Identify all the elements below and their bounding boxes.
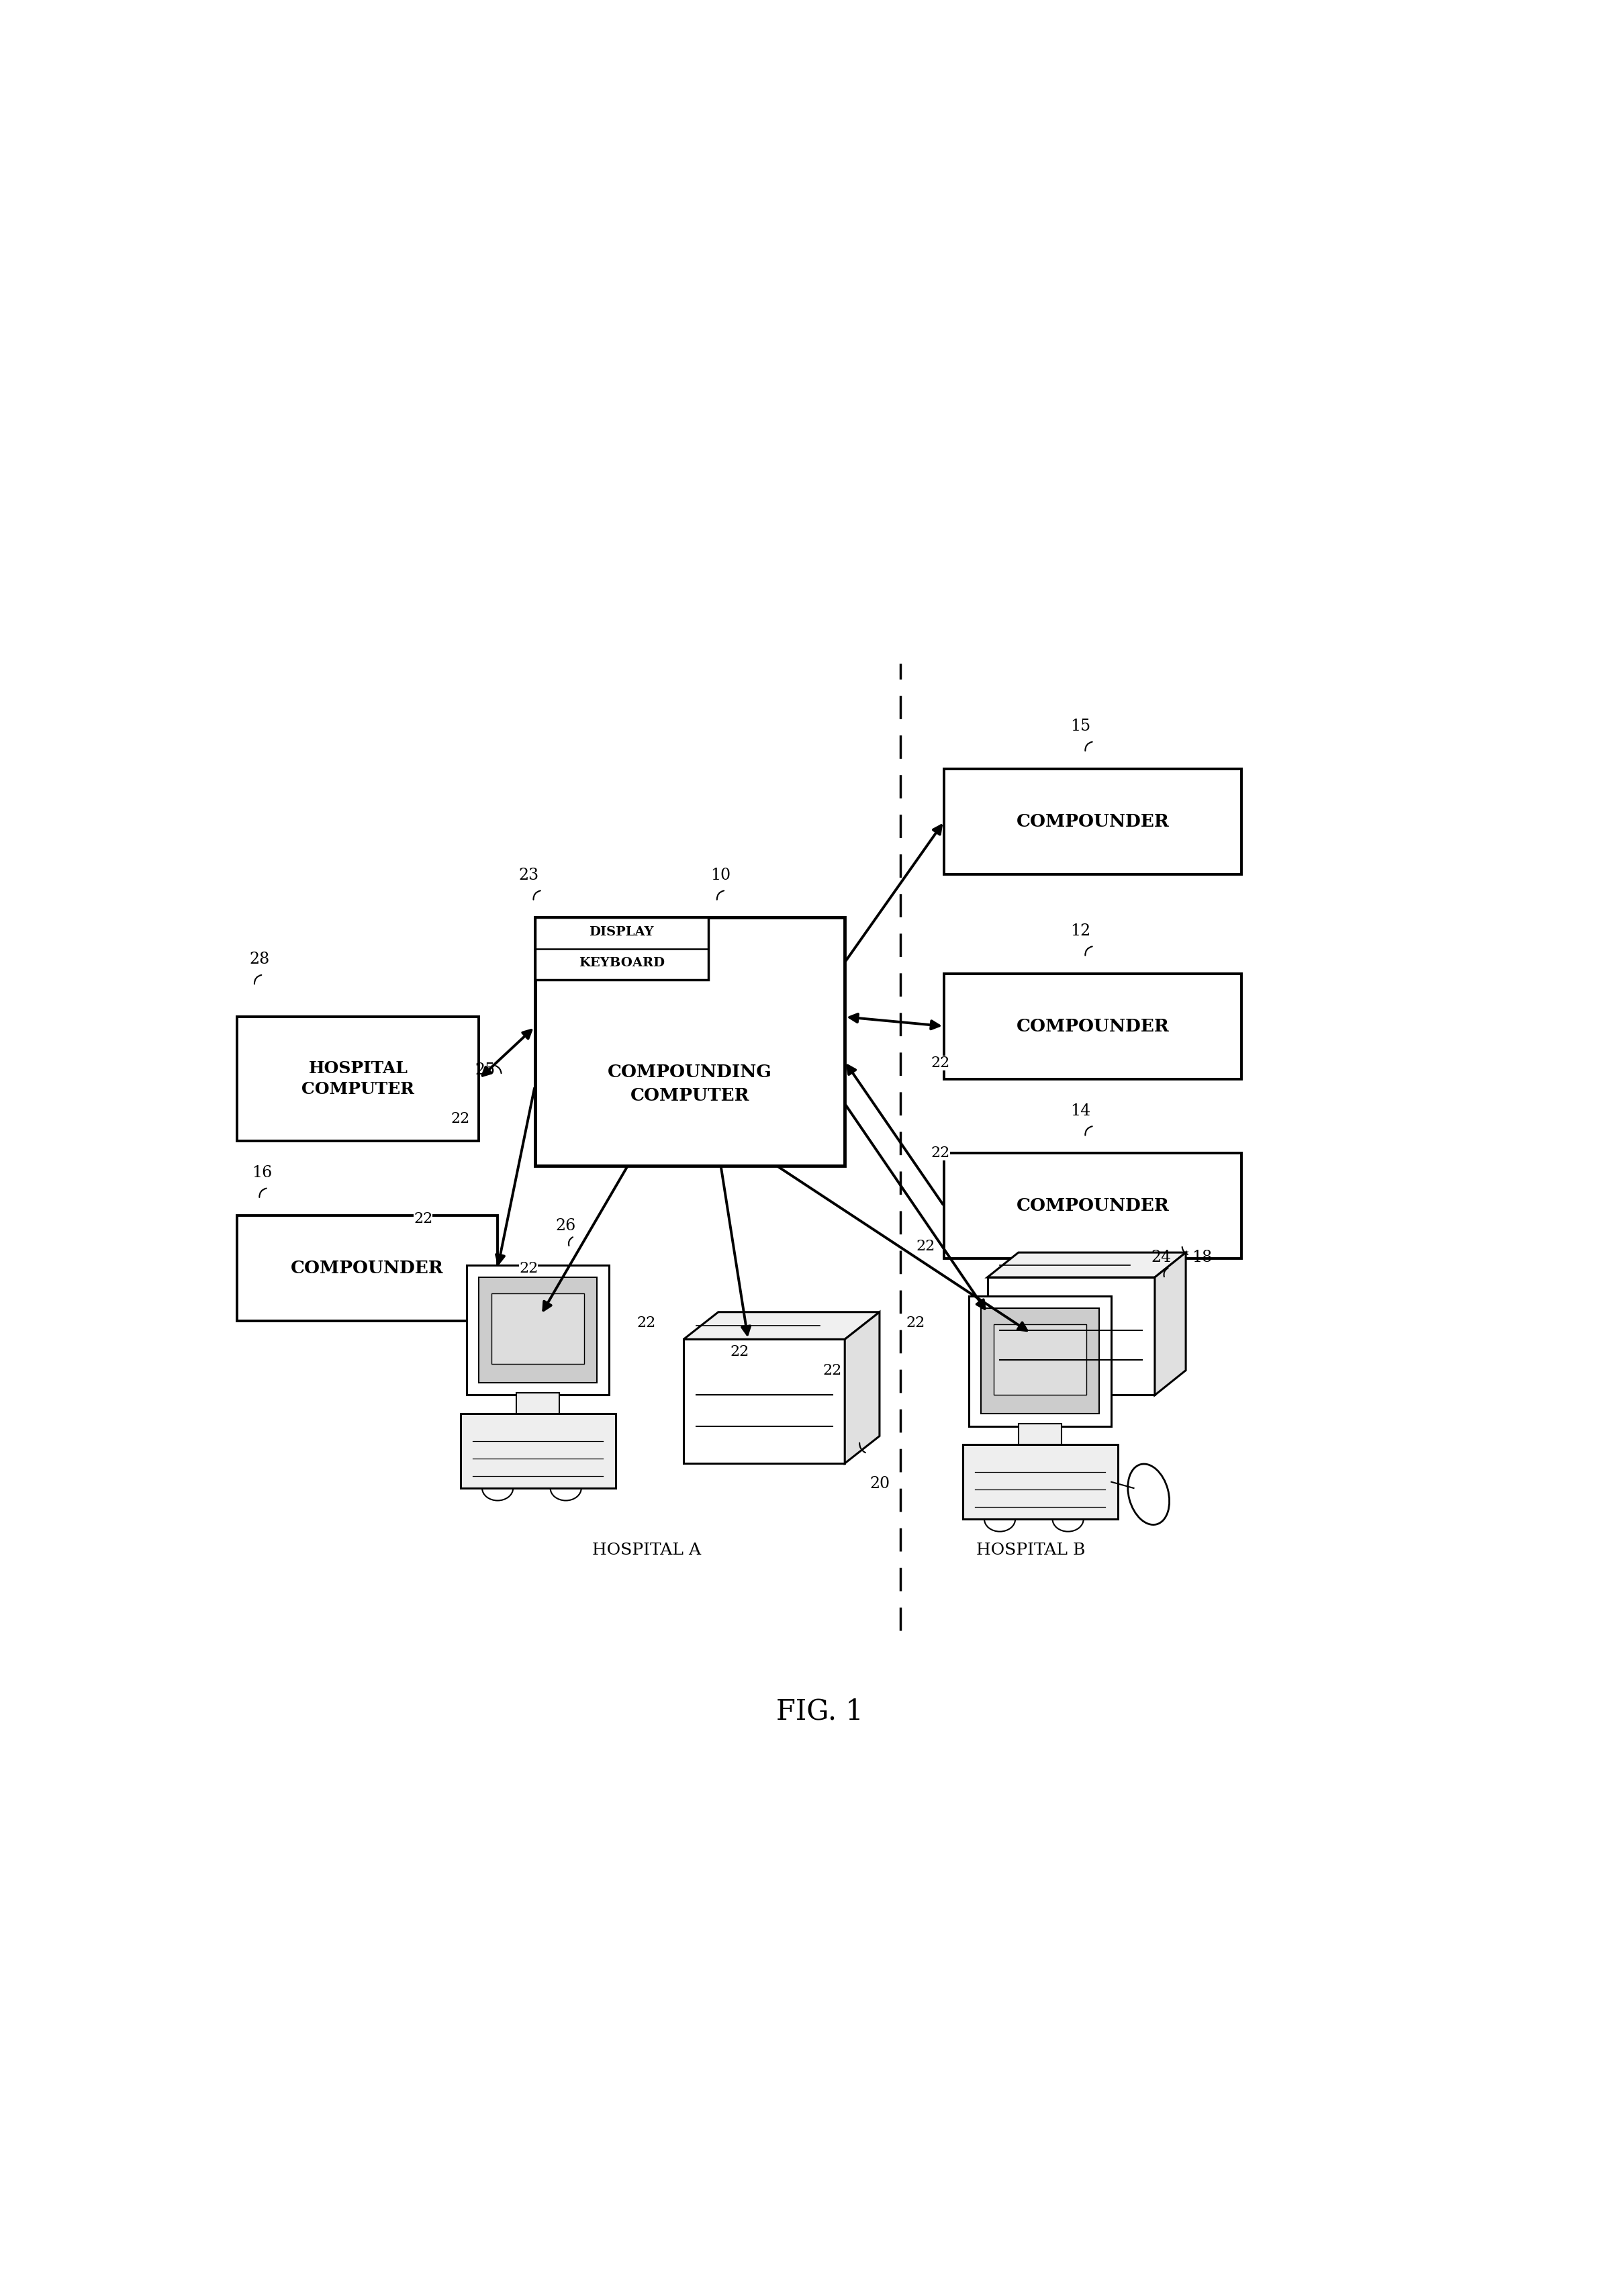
- Bar: [994, 1325, 1086, 1396]
- Text: 22: 22: [931, 1146, 950, 1162]
- Text: 16: 16: [251, 1164, 272, 1180]
- Text: 22: 22: [451, 1111, 470, 1125]
- Text: 28: 28: [250, 953, 270, 967]
- Text: 22: 22: [518, 1261, 538, 1277]
- Text: 22: 22: [822, 1364, 842, 1378]
- Text: COMPOUNDING
COMPUTER: COMPOUNDING COMPUTER: [608, 1063, 773, 1104]
- Text: 22: 22: [730, 1345, 749, 1359]
- Bar: [963, 1444, 1118, 1520]
- Text: 22: 22: [637, 1316, 656, 1332]
- Text: 22: 22: [414, 1212, 432, 1226]
- Polygon shape: [683, 1311, 880, 1339]
- Ellipse shape: [1128, 1465, 1170, 1525]
- Text: HOSPITAL
COMPUTER: HOSPITAL COMPUTER: [302, 1061, 414, 1097]
- Bar: [491, 1293, 584, 1364]
- Bar: [944, 1153, 1242, 1258]
- Bar: [237, 1017, 478, 1141]
- Text: 10: 10: [710, 868, 731, 884]
- Text: 18: 18: [1192, 1249, 1213, 1265]
- Bar: [517, 1394, 560, 1419]
- Text: 22: 22: [931, 1056, 950, 1070]
- Text: COMPOUNDER: COMPOUNDER: [1016, 1199, 1170, 1215]
- Bar: [1019, 1424, 1061, 1451]
- Bar: [461, 1414, 616, 1488]
- Text: 15: 15: [1070, 719, 1091, 735]
- Bar: [534, 918, 845, 1166]
- Polygon shape: [845, 1311, 880, 1463]
- Text: 24: 24: [1150, 1249, 1171, 1265]
- Polygon shape: [1155, 1254, 1186, 1396]
- Text: COMPOUNDER: COMPOUNDER: [1016, 1017, 1170, 1035]
- Text: 22: 22: [906, 1316, 925, 1332]
- Bar: [970, 1295, 1112, 1426]
- Text: 25: 25: [475, 1063, 494, 1077]
- Text: 22: 22: [915, 1240, 934, 1254]
- Text: HOSPITAL B: HOSPITAL B: [976, 1543, 1085, 1559]
- Text: HOSPITAL A: HOSPITAL A: [592, 1543, 701, 1559]
- Bar: [981, 1309, 1099, 1414]
- Text: 20: 20: [870, 1476, 890, 1490]
- Bar: [467, 1265, 610, 1396]
- Bar: [944, 769, 1242, 875]
- Text: COMPOUNDER: COMPOUNDER: [291, 1261, 443, 1277]
- Text: FIG. 1: FIG. 1: [776, 1697, 864, 1727]
- Text: DISPLAY: DISPLAY: [589, 925, 654, 939]
- Bar: [534, 918, 709, 980]
- Polygon shape: [683, 1339, 845, 1463]
- Bar: [944, 974, 1242, 1079]
- Polygon shape: [987, 1254, 1186, 1277]
- Bar: [237, 1215, 498, 1320]
- Text: COMPOUNDER: COMPOUNDER: [1016, 813, 1170, 829]
- Text: KEYBOARD: KEYBOARD: [579, 957, 664, 969]
- Text: 26: 26: [555, 1219, 576, 1233]
- Text: 12: 12: [1070, 923, 1091, 939]
- Polygon shape: [987, 1277, 1155, 1396]
- Text: 23: 23: [518, 868, 539, 884]
- Bar: [478, 1277, 597, 1382]
- Text: 14: 14: [1070, 1102, 1091, 1118]
